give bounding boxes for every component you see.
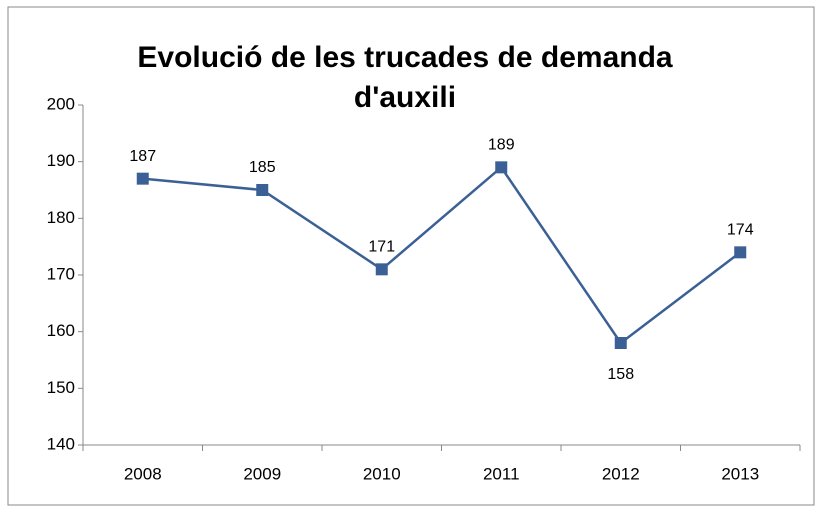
x-tick-label: 2011 (483, 464, 520, 483)
y-tick-label: 140 (47, 434, 75, 453)
x-tick-label: 2012 (602, 464, 640, 483)
line (142, 165, 742, 345)
y-tick-label: 200 (47, 94, 75, 113)
y-tick-label: 190 (47, 151, 75, 170)
chart-title: Evolució de les trucades de demanda d'au… (137, 41, 673, 114)
chart-border (7, 6, 815, 506)
data-label: 158 (607, 366, 634, 383)
x-tick-label: 2010 (363, 464, 401, 483)
x-tick-label: 2013 (721, 464, 759, 483)
marker (136, 172, 149, 185)
x-tick-label: 2009 (243, 464, 281, 483)
y-tick-label: 160 (47, 321, 75, 340)
marker (256, 184, 269, 196)
y-tick-label: 150 (47, 378, 75, 397)
marker (495, 161, 508, 174)
data-label: 189 (488, 137, 515, 154)
data-label: 174 (727, 222, 754, 239)
data-label: 171 (368, 239, 395, 256)
marker (375, 263, 388, 276)
marker (614, 337, 627, 349)
x-tick-label: 2008 (124, 464, 162, 483)
data-label: 185 (249, 159, 276, 176)
y-tick-label: 170 (47, 264, 75, 283)
marker (734, 246, 747, 259)
data-label: 187 (129, 148, 156, 165)
y-tick-label: 180 (47, 208, 75, 227)
